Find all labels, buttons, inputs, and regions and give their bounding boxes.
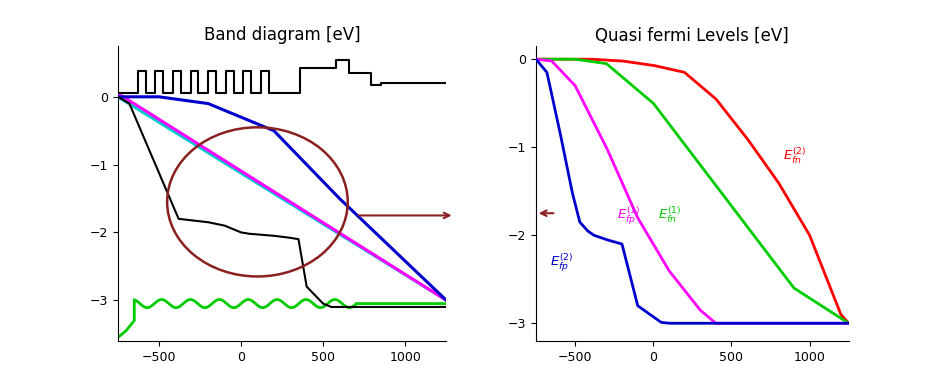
Text: $E_{fn}^{(1)}$: $E_{fn}^{(1)}$: [658, 205, 682, 225]
Text: $E_{fp}^{(1)}$: $E_{fp}^{(1)}$: [618, 205, 641, 227]
Text: $E_{fp}^{(2)}$: $E_{fp}^{(2)}$: [550, 251, 573, 273]
Text: $E_{fn}^{(2)}$: $E_{fn}^{(2)}$: [783, 146, 806, 166]
Title: Quasi fermi Levels [eV]: Quasi fermi Levels [eV]: [595, 26, 789, 44]
Title: Band diagram [eV]: Band diagram [eV]: [204, 26, 360, 44]
